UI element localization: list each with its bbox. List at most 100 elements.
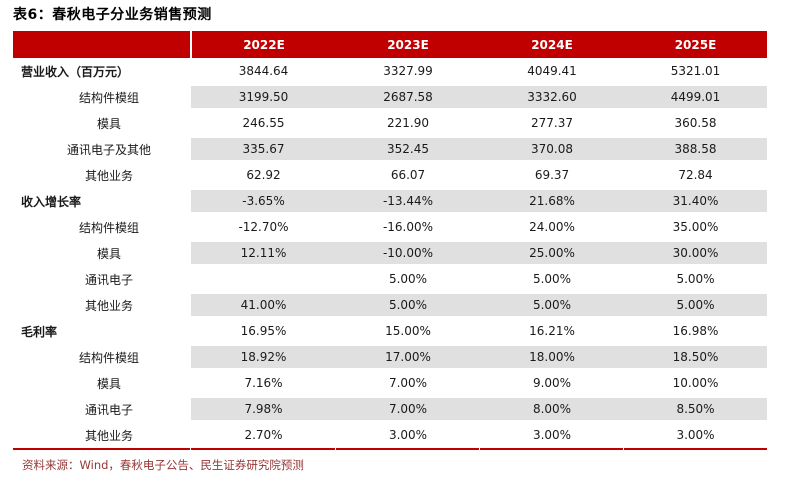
row-label: 通讯电子: [13, 266, 191, 292]
table-row: 结构件模组 3199.50 2687.58 3332.60 4499.01: [13, 84, 767, 110]
value-cell: -13.44%: [336, 188, 480, 214]
value-cell: 18.92%: [191, 344, 336, 370]
value-cell: 10.00%: [624, 370, 767, 396]
row-label: 模具: [13, 240, 191, 266]
table-row: 模具 246.55 221.90 277.37 360.58: [13, 110, 767, 136]
table-header-row: 2022E 2023E 2024E 2025E: [13, 31, 767, 58]
row-label: 收入增长率: [13, 188, 191, 214]
value-cell: 3332.60: [480, 84, 624, 110]
value-cell: -10.00%: [336, 240, 480, 266]
value-cell: 221.90: [336, 110, 480, 136]
value-cell: 3199.50: [191, 84, 336, 110]
value-cell: 5.00%: [336, 292, 480, 318]
value-cell: 9.00%: [480, 370, 624, 396]
table-row: 营业收入（百万元） 3844.64 3327.99 4049.41 5321.01: [13, 58, 767, 84]
row-label: 结构件模组: [13, 214, 191, 240]
value-cell: 8.00%: [480, 396, 624, 422]
value-cell: 388.58: [624, 136, 767, 162]
value-cell: 15.00%: [336, 318, 480, 344]
value-cell: 18.50%: [624, 344, 767, 370]
source-note: 资料来源：Wind，春秋电子公告、民生证券研究院预测: [22, 458, 304, 472]
table-row: 其他业务 2.70% 3.00% 3.00% 3.00%: [13, 422, 767, 448]
row-label: 模具: [13, 110, 191, 136]
value-cell: 5.00%: [480, 266, 624, 292]
value-cell: 30.00%: [624, 240, 767, 266]
value-cell: 352.45: [336, 136, 480, 162]
value-cell: 7.00%: [336, 370, 480, 396]
year-column-header: 2022E: [191, 31, 336, 58]
value-cell: 35.00%: [624, 214, 767, 240]
value-cell: 3.00%: [336, 422, 480, 448]
row-label: 结构件模组: [13, 84, 191, 110]
value-cell: 7.98%: [191, 396, 336, 422]
value-cell: 2687.58: [336, 84, 480, 110]
value-cell: 18.00%: [480, 344, 624, 370]
table-row: 通讯电子及其他 335.67 352.45 370.08 388.58: [13, 136, 767, 162]
row-label: 模具: [13, 370, 191, 396]
value-cell: 3.00%: [624, 422, 767, 448]
value-cell: 8.50%: [624, 396, 767, 422]
value-cell: 7.16%: [191, 370, 336, 396]
table-bottom-border: [13, 448, 767, 450]
table-row: 模具 7.16% 7.00% 9.00% 10.00%: [13, 370, 767, 396]
value-cell: 69.37: [480, 162, 624, 188]
value-cell: -16.00%: [336, 214, 480, 240]
value-cell: 370.08: [480, 136, 624, 162]
table-row: 毛利率 16.95% 15.00% 16.21% 16.98%: [13, 318, 767, 344]
value-cell: 3327.99: [336, 58, 480, 84]
value-cell: 3844.64: [191, 58, 336, 84]
year-column-header: 2025E: [624, 31, 767, 58]
table-row: 模具 12.11% -10.00% 25.00% 30.00%: [13, 240, 767, 266]
label-column-header: [13, 31, 192, 58]
border-segment: [13, 448, 190, 450]
border-segment: [336, 448, 479, 450]
value-cell: [191, 266, 336, 292]
value-cell: 4049.41: [480, 58, 624, 84]
year-column-header: 2024E: [480, 31, 624, 58]
value-cell: 16.95%: [191, 318, 336, 344]
table-row: 结构件模组 18.92% 17.00% 18.00% 18.50%: [13, 344, 767, 370]
value-cell: 72.84: [624, 162, 767, 188]
row-label: 通讯电子及其他: [13, 136, 191, 162]
value-cell: 12.11%: [191, 240, 336, 266]
forecast-table-body: 营业收入（百万元） 3844.64 3327.99 4049.41 5321.01 结构件…: [13, 58, 767, 448]
value-cell: 7.00%: [336, 396, 480, 422]
value-cell: 3.00%: [480, 422, 624, 448]
border-segment: [480, 448, 623, 450]
row-label: 其他业务: [13, 422, 191, 448]
row-label: 结构件模组: [13, 344, 191, 370]
row-label: 其他业务: [13, 162, 191, 188]
row-label: 毛利率: [13, 318, 191, 344]
value-cell: 4499.01: [624, 84, 767, 110]
value-cell: 5321.01: [624, 58, 767, 84]
table-row: 其他业务 62.92 66.07 69.37 72.84: [13, 162, 767, 188]
table-row: 其他业务 41.00% 5.00% 5.00% 5.00%: [13, 292, 767, 318]
table-row: 结构件模组 -12.70% -16.00% 24.00% 35.00%: [13, 214, 767, 240]
table-row: 通讯电子 5.00% 5.00% 5.00%: [13, 266, 767, 292]
value-cell: 21.68%: [480, 188, 624, 214]
value-cell: 66.07: [336, 162, 480, 188]
border-segment: [191, 448, 335, 450]
forecast-table: 2022E 2023E 2024E 2025E 营业收入（百万元） 3844.64 332…: [13, 31, 767, 448]
value-cell: 2.70%: [191, 422, 336, 448]
value-cell: 277.37: [480, 110, 624, 136]
year-column-header: 2023E: [336, 31, 480, 58]
row-label: 其他业务: [13, 292, 191, 318]
value-cell: 16.21%: [480, 318, 624, 344]
value-cell: 246.55: [191, 110, 336, 136]
value-cell: 5.00%: [480, 292, 624, 318]
table-title: 表6：春秋电子分业务销售预测: [13, 7, 212, 23]
border-segment: [624, 448, 767, 450]
value-cell: 5.00%: [624, 266, 767, 292]
value-cell: 5.00%: [336, 266, 480, 292]
value-cell: 31.40%: [624, 188, 767, 214]
row-label: 通讯电子: [13, 396, 191, 422]
value-cell: 24.00%: [480, 214, 624, 240]
value-cell: -3.65%: [191, 188, 336, 214]
value-cell: 41.00%: [191, 292, 336, 318]
value-cell: 5.00%: [624, 292, 767, 318]
table-row: 通讯电子 7.98% 7.00% 8.00% 8.50%: [13, 396, 767, 422]
value-cell: 17.00%: [336, 344, 480, 370]
value-cell: -12.70%: [191, 214, 336, 240]
